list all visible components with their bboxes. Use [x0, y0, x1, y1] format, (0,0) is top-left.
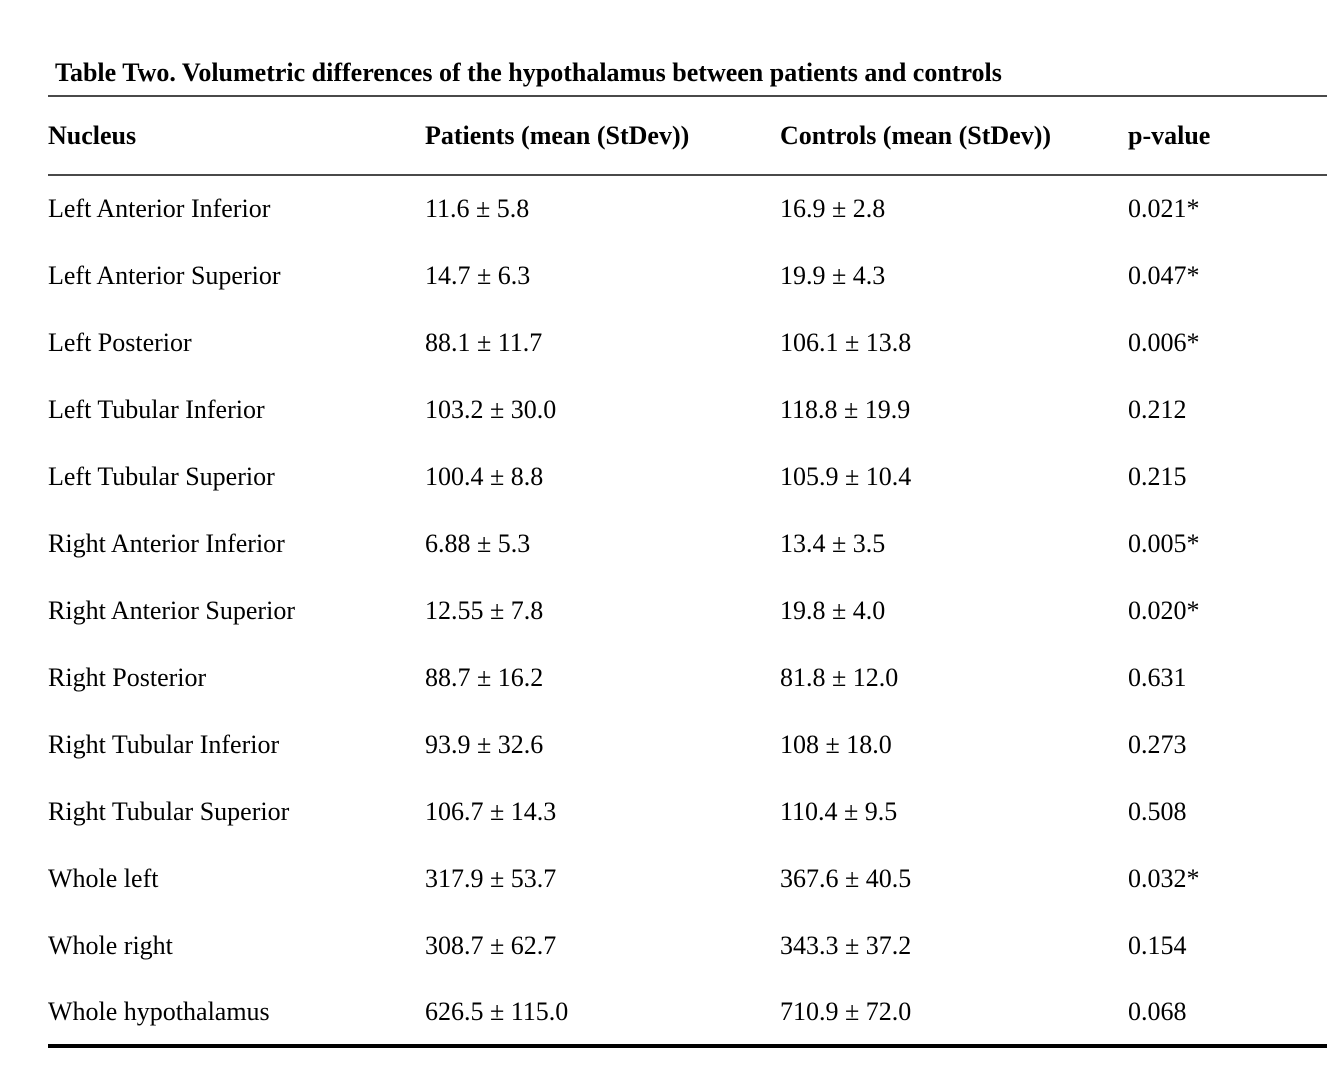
cell-nucleus: Right Tubular Inferior — [48, 729, 280, 759]
column-header-controls: Controls (mean (StDev)) — [780, 97, 1128, 176]
cell-pvalue: 0.508 — [1128, 796, 1187, 826]
cell-pvalue: 0.005* — [1128, 528, 1200, 558]
cell-controls: 110.4 ± 9.5 — [780, 796, 898, 826]
cell-controls: 19.9 ± 4.3 — [780, 260, 886, 290]
cell-patients: 106.7 ± 14.3 — [425, 796, 557, 826]
cell-controls: 367.6 ± 40.5 — [780, 863, 912, 893]
cell-pvalue: 0.021* — [1128, 194, 1200, 223]
cell-pvalue: 0.068 — [1128, 996, 1187, 1026]
column-header-pvalue: p-value — [1128, 97, 1327, 176]
cell-patients: 626.5 ± 115.0 — [425, 996, 569, 1026]
cell-pvalue: 0.020* — [1128, 595, 1200, 625]
cell-nucleus: Right Tubular Superior — [48, 796, 290, 826]
cell-nucleus: Right Anterior Superior — [48, 595, 295, 625]
cell-nucleus: Whole hypothalamus — [48, 996, 270, 1026]
cell-nucleus: Left Posterior — [48, 327, 192, 357]
cell-patients: 93.9 ± 32.6 — [425, 729, 544, 759]
table-row: Right Anterior Superior 12.55 ± 7.8 19.8… — [48, 577, 1327, 644]
header-row: Nucleus Patients (mean (StDev)) Controls… — [48, 97, 1327, 176]
table-row: Right Posterior 88.7 ± 16.2 81.8 ± 12.0 … — [48, 644, 1327, 711]
cell-patients: 12.55 ± 7.8 — [425, 595, 544, 625]
cell-pvalue: 0.006* — [1128, 327, 1200, 357]
cell-pvalue: 0.215 — [1128, 461, 1187, 491]
cell-patients: 103.2 ± 30.0 — [425, 394, 557, 424]
cell-nucleus: Left Tubular Superior — [48, 461, 275, 491]
cell-controls: 19.8 ± 4.0 — [780, 595, 886, 625]
cell-controls: 81.8 ± 12.0 — [780, 662, 899, 692]
cell-controls: 106.1 ± 13.8 — [780, 327, 912, 357]
column-header-nucleus: Nucleus — [48, 97, 425, 176]
cell-patients: 100.4 ± 8.8 — [425, 461, 544, 491]
cell-nucleus: Right Anterior Inferior — [48, 528, 285, 558]
cell-patients: 14.7 ± 6.3 — [425, 260, 531, 290]
table-row: Whole right 308.7 ± 62.7 343.3 ± 37.2 0.… — [48, 912, 1327, 979]
table-row: Left Anterior Inferior 11.6 ± 5.8 16.9 ±… — [48, 175, 1327, 242]
cell-pvalue: 0.273 — [1128, 729, 1187, 759]
cell-controls: 710.9 ± 72.0 — [780, 996, 912, 1026]
volumetric-table: Nucleus Patients (mean (StDev)) Controls… — [48, 97, 1327, 1048]
table-row: Left Anterior Superior 14.7 ± 6.3 19.9 ±… — [48, 242, 1327, 309]
table-header: Nucleus Patients (mean (StDev)) Controls… — [48, 97, 1327, 176]
document-page: Table Two. Volumetric differences of the… — [48, 56, 1327, 1048]
cell-nucleus: Right Posterior — [48, 662, 207, 692]
table-row: Left Tubular Inferior 103.2 ± 30.0 118.8… — [48, 376, 1327, 443]
table-body: Left Anterior Inferior 11.6 ± 5.8 16.9 ±… — [48, 175, 1327, 1046]
cell-patients: 317.9 ± 53.7 — [425, 863, 557, 893]
column-header-patients: Patients (mean (StDev)) — [425, 97, 780, 176]
cell-patients: 11.6 ± 5.8 — [425, 194, 530, 223]
table-row: Left Posterior 88.1 ± 11.7 106.1 ± 13.8 … — [48, 309, 1327, 376]
cell-nucleus: Left Anterior Inferior — [48, 194, 271, 223]
table-row: Left Tubular Superior 100.4 ± 8.8 105.9 … — [48, 443, 1327, 510]
cell-pvalue: 0.212 — [1128, 394, 1187, 424]
table-title: Table Two. Volumetric differences of the… — [48, 56, 1327, 97]
cell-controls: 13.4 ± 3.5 — [780, 528, 886, 558]
cell-nucleus: Whole right — [48, 930, 173, 960]
cell-pvalue: 0.631 — [1128, 662, 1187, 692]
cell-pvalue: 0.154 — [1128, 930, 1187, 960]
cell-controls: 105.9 ± 10.4 — [780, 461, 912, 491]
cell-patients: 308.7 ± 62.7 — [425, 930, 557, 960]
table-row: Right Tubular Superior 106.7 ± 14.3 110.… — [48, 778, 1327, 845]
cell-nucleus: Left Tubular Inferior — [48, 394, 265, 424]
cell-patients: 6.88 ± 5.3 — [425, 528, 531, 558]
cell-patients: 88.1 ± 11.7 — [425, 327, 543, 357]
table-row: Whole left 317.9 ± 53.7 367.6 ± 40.5 0.0… — [48, 845, 1327, 912]
cell-controls: 16.9 ± 2.8 — [780, 194, 886, 223]
cell-pvalue: 0.032* — [1128, 863, 1200, 893]
cell-controls: 108 ± 18.0 — [780, 729, 892, 759]
table-row: Right Tubular Inferior 93.9 ± 32.6 108 ±… — [48, 711, 1327, 778]
cell-controls: 343.3 ± 37.2 — [780, 930, 912, 960]
cell-controls: 118.8 ± 19.9 — [780, 394, 911, 424]
cell-patients: 88.7 ± 16.2 — [425, 662, 544, 692]
table-row: Right Anterior Inferior 6.88 ± 5.3 13.4 … — [48, 510, 1327, 577]
cell-pvalue: 0.047* — [1128, 260, 1200, 290]
table-row: Whole hypothalamus 626.5 ± 115.0 710.9 ±… — [48, 979, 1327, 1046]
cell-nucleus: Left Anterior Superior — [48, 260, 281, 290]
cell-nucleus: Whole left — [48, 863, 159, 893]
